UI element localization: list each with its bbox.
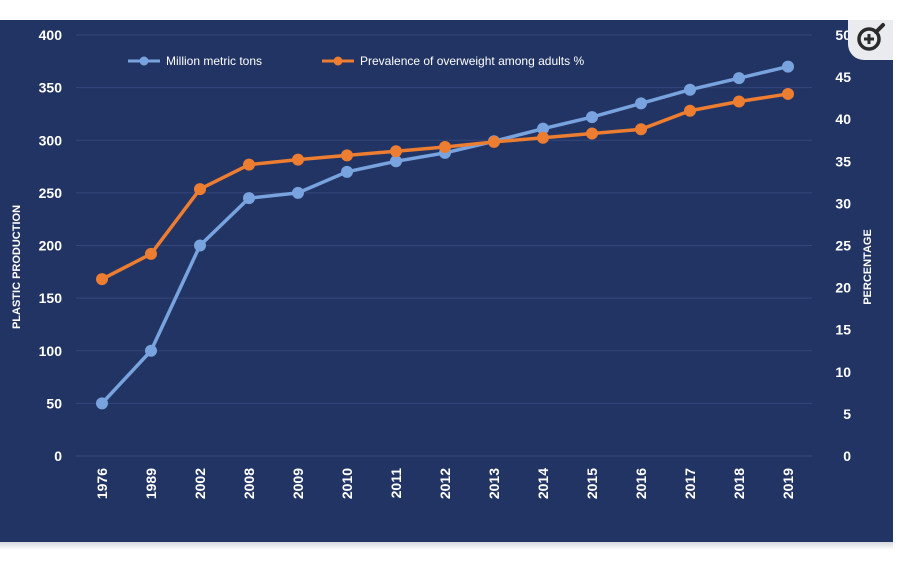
x-tick-label-2017: 2017 bbox=[682, 468, 698, 499]
x-tick-label-2008: 2008 bbox=[241, 468, 257, 499]
data-point-overweight-prevalence-2016 bbox=[635, 123, 647, 136]
left-tick-label-300: 300 bbox=[39, 132, 63, 148]
x-tick-label-1976: 1976 bbox=[94, 468, 110, 499]
right-tick-label-25: 25 bbox=[835, 238, 851, 254]
right-tick-label-35: 35 bbox=[835, 153, 851, 169]
legend-marker-million-metric-tons bbox=[139, 56, 149, 66]
data-point-overweight-prevalence-1976 bbox=[96, 273, 108, 286]
left-tick-label-400: 400 bbox=[39, 27, 63, 43]
x-tick-label-2019: 2019 bbox=[780, 468, 796, 499]
legend-label-overweight-prevalence: Prevalence of overweight among adults % bbox=[360, 54, 584, 68]
right-tick-label-15: 15 bbox=[835, 322, 851, 338]
x-tick-label-2012: 2012 bbox=[437, 468, 453, 499]
right-tick-label-20: 20 bbox=[835, 280, 851, 296]
data-point-million-metric-tons-2010 bbox=[341, 165, 353, 178]
right-tick-label-45: 45 bbox=[835, 69, 851, 85]
data-point-million-metric-tons-1989 bbox=[145, 344, 157, 357]
x-tick-label-2009: 2009 bbox=[290, 468, 306, 499]
data-point-million-metric-tons-2018 bbox=[733, 72, 745, 85]
right-tick-label-40: 40 bbox=[835, 111, 851, 127]
data-point-overweight-prevalence-2014 bbox=[537, 131, 549, 144]
data-point-million-metric-tons-2015 bbox=[586, 111, 598, 124]
right-axis-label: PERCENTAGE bbox=[862, 229, 874, 305]
right-tick-label-0: 0 bbox=[843, 448, 851, 464]
data-point-overweight-prevalence-2009 bbox=[292, 153, 304, 166]
right-tick-label-5: 5 bbox=[843, 406, 851, 422]
data-point-overweight-prevalence-2002 bbox=[194, 183, 206, 196]
series bbox=[96, 60, 794, 410]
legend-marker-overweight-prevalence bbox=[333, 56, 343, 66]
data-point-million-metric-tons-2017 bbox=[684, 83, 696, 96]
right-axis-ticks: 0 5 10 15 20 25 30 35 40 45 50 bbox=[835, 27, 851, 464]
data-point-overweight-prevalence-2017 bbox=[684, 104, 696, 117]
data-point-million-metric-tons-2008 bbox=[243, 192, 255, 205]
x-tick-label-2016: 2016 bbox=[633, 468, 649, 499]
right-tick-label-30: 30 bbox=[835, 195, 851, 211]
data-point-million-metric-tons-2011 bbox=[390, 155, 402, 168]
x-tick-label-2010: 2010 bbox=[339, 468, 355, 499]
data-point-million-metric-tons-2009 bbox=[292, 186, 304, 199]
left-axis-label: PLASTIC PRODUCTION bbox=[11, 205, 23, 329]
left-tick-label-0: 0 bbox=[54, 448, 62, 464]
left-tick-label-100: 100 bbox=[39, 343, 63, 359]
left-tick-label-250: 250 bbox=[39, 185, 63, 201]
data-point-overweight-prevalence-2008 bbox=[243, 158, 255, 171]
data-point-million-metric-tons-2002 bbox=[194, 239, 206, 252]
left-tick-label-350: 350 bbox=[39, 80, 63, 96]
chart-panel: 0 50 100 150 200 250 300 350 400 0 5 10 15 20 25 30 35 4… bbox=[0, 20, 893, 542]
legend: Million metric tons Prevalence of overwe… bbox=[128, 54, 584, 68]
panel-shadow bbox=[0, 542, 893, 550]
left-tick-label-50: 50 bbox=[46, 395, 62, 411]
data-point-overweight-prevalence-2011 bbox=[390, 145, 402, 158]
x-tick-label-2014: 2014 bbox=[535, 468, 551, 499]
data-point-overweight-prevalence-2012 bbox=[439, 140, 451, 153]
series-line-million-metric-tons bbox=[100, 64, 789, 405]
x-tick-label-1989: 1989 bbox=[143, 468, 159, 499]
data-point-overweight-prevalence-2010 bbox=[341, 149, 353, 162]
x-tick-label-2018: 2018 bbox=[731, 468, 747, 499]
zoom-in-button[interactable] bbox=[855, 22, 889, 56]
legend-label-million-metric-tons: Million metric tons bbox=[166, 54, 262, 68]
right-tick-label-10: 10 bbox=[835, 364, 851, 380]
x-tick-label-2013: 2013 bbox=[486, 468, 502, 499]
left-tick-label-200: 200 bbox=[39, 238, 63, 254]
left-tick-label-150: 150 bbox=[39, 290, 63, 306]
gridlines bbox=[76, 34, 812, 457]
data-point-million-metric-tons-2016 bbox=[635, 97, 647, 110]
left-axis-ticks: 0 50 100 150 200 250 300 350 400 bbox=[39, 27, 63, 464]
data-point-million-metric-tons-1976 bbox=[96, 397, 108, 410]
zoom-in-magnifier-icon bbox=[857, 23, 885, 51]
x-axis-ticks: 1976 1989 2002 2008 2009 2010 2011 2012 2013 2014… bbox=[94, 468, 796, 499]
data-point-million-metric-tons-2019 bbox=[782, 60, 794, 73]
data-point-overweight-prevalence-1989 bbox=[145, 247, 157, 260]
data-point-overweight-prevalence-2015 bbox=[586, 127, 598, 140]
data-point-overweight-prevalence-2013 bbox=[488, 135, 500, 148]
data-point-million-metric-tons-2014 bbox=[537, 122, 549, 135]
data-point-overweight-prevalence-2019 bbox=[782, 87, 794, 100]
x-tick-label-2002: 2002 bbox=[192, 468, 208, 499]
data-point-overweight-prevalence-2018 bbox=[733, 95, 745, 108]
right-tick-label-50: 50 bbox=[835, 27, 851, 43]
x-tick-label-2015: 2015 bbox=[584, 468, 600, 499]
x-tick-label-2011: 2011 bbox=[388, 468, 404, 499]
